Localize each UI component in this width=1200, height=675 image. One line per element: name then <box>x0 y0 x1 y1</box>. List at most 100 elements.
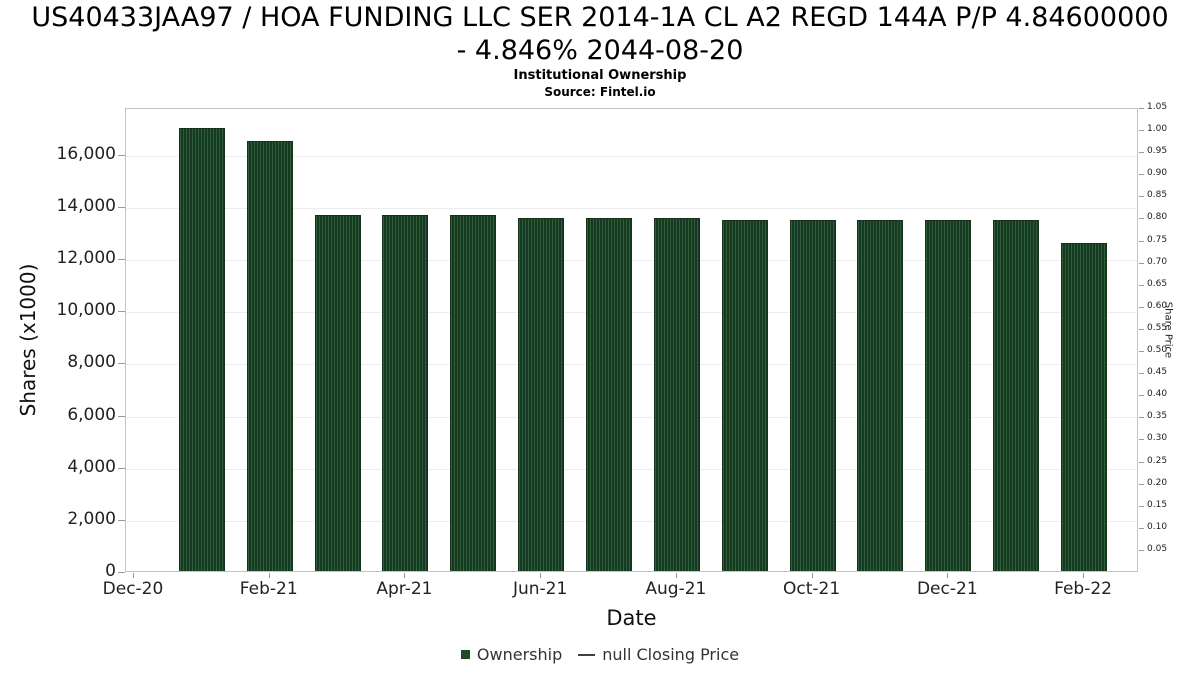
secondary-y-axis-tick-label: 0.15 <box>1147 499 1168 510</box>
secondary-y-axis-tick-mark <box>1139 328 1144 330</box>
x-axis-tick-label: Apr-21 <box>376 579 433 599</box>
ownership-bar <box>586 217 633 571</box>
secondary-y-axis-tick-label: 0.45 <box>1147 367 1168 378</box>
secondary-y-axis-tick-label: 0.80 <box>1147 212 1168 223</box>
secondary-y-axis-tick-mark <box>1139 174 1144 176</box>
y-axis-tick-label: 2,000 <box>67 508 116 529</box>
y-axis-tick-mark <box>118 154 125 156</box>
x-axis-title: Date <box>606 606 657 630</box>
x-axis-tick-mark <box>1083 573 1085 578</box>
y-axis-tick-mark <box>118 311 125 313</box>
secondary-y-axis-tick-mark <box>1139 284 1144 286</box>
secondary-y-axis-tick-label: 0.30 <box>1147 433 1168 444</box>
y-axis-tick-label: 14,000 <box>56 196 116 217</box>
secondary-y-axis-tick-label: 0.25 <box>1147 455 1168 466</box>
ownership-bar <box>1061 242 1108 571</box>
x-axis-tick-mark <box>133 573 134 578</box>
secondary-y-axis-tick-label: 1.05 <box>1147 102 1168 112</box>
secondary-y-axis-tick-mark <box>1139 461 1144 463</box>
y-axis-tick-mark <box>118 363 125 365</box>
ownership-swatch-icon <box>460 650 470 659</box>
secondary-y-axis-tick-label: 0.40 <box>1147 389 1168 400</box>
secondary-y-axis-tick-label: 0.70 <box>1147 256 1168 267</box>
x-axis-tick-label: Feb-21 <box>239 579 298 599</box>
secondary-y-axis-tick-label: 0.90 <box>1147 168 1168 179</box>
legend-item-ownership[interactable]: Ownership <box>460 645 563 664</box>
y-axis-tick-mark <box>118 207 125 209</box>
secondary-y-axis-tick-mark <box>1139 395 1144 397</box>
ownership-bar <box>993 219 1040 571</box>
secondary-y-axis-tick-mark <box>1139 262 1144 264</box>
gridline <box>126 208 1137 210</box>
secondary-y-axis-tick-mark <box>1139 373 1144 375</box>
x-axis-tick-label: Jun-21 <box>512 579 568 599</box>
x-axis-tick-mark <box>268 573 270 578</box>
ownership-bar <box>178 127 225 571</box>
legend-label-ownership: Ownership <box>476 645 563 664</box>
y-axis-tick-label: 10,000 <box>56 300 116 321</box>
secondary-y-axis-tick-label: 0.60 <box>1147 300 1168 311</box>
legend: Ownership null Closing Price <box>0 645 1200 664</box>
y-axis-tick-mark <box>118 259 125 261</box>
secondary-y-axis-tick-mark <box>1139 483 1144 485</box>
secondary-y-axis-tick-label: 0.75 <box>1147 234 1168 245</box>
secondary-y-axis-tick-mark <box>1139 351 1144 353</box>
y-axis-tick-label: 6,000 <box>67 404 116 425</box>
chart-subtitle: Institutional Ownership <box>513 68 687 83</box>
ownership-bar <box>857 219 904 571</box>
secondary-y-axis-tick-mark <box>1139 108 1144 109</box>
secondary-y-axis-tick-mark <box>1139 527 1144 529</box>
y-axis-tick-label: 16,000 <box>56 143 116 164</box>
x-axis-tick-mark <box>675 573 677 578</box>
y-axis-tick-mark <box>118 572 125 573</box>
secondary-y-axis-tick-label: 0.95 <box>1147 146 1168 157</box>
y-axis-tick-mark <box>118 519 125 521</box>
secondary-y-axis-tick-mark <box>1139 306 1144 308</box>
x-axis-tick-mark <box>947 573 949 578</box>
ownership-bar <box>789 219 836 571</box>
secondary-y-axis-tick-mark <box>1139 439 1144 441</box>
y-axis-tick-label: 0 <box>105 561 116 581</box>
x-axis-tick-mark <box>811 573 813 578</box>
y-axis-tick-label: 4,000 <box>67 456 116 477</box>
y-axis-tick-mark <box>118 467 125 469</box>
x-axis-tick-label: Aug-21 <box>645 579 707 599</box>
ownership-bar <box>450 215 497 571</box>
ownership-bar <box>246 140 293 571</box>
secondary-y-axis-tick-mark <box>1139 505 1144 507</box>
secondary-y-axis-tick-mark <box>1139 152 1144 154</box>
x-axis-tick-label: Feb-22 <box>1054 579 1112 599</box>
secondary-y-axis-tick-label: 0.50 <box>1147 345 1168 356</box>
x-axis-tick-mark <box>404 573 406 578</box>
ownership-bar <box>518 217 565 571</box>
chart-title-line1: US40433JAA97 / HOA FUNDING LLC SER 2014-… <box>31 2 1169 33</box>
x-axis-tick-mark <box>540 573 542 578</box>
secondary-y-axis-tick-label: 0.85 <box>1147 190 1168 201</box>
y-axis-title: Shares (x1000) <box>16 263 40 417</box>
secondary-y-axis-tick-label: 0.05 <box>1147 543 1168 554</box>
secondary-y-axis-tick-label: 0.55 <box>1147 322 1168 333</box>
x-axis-tick-label: Dec-21 <box>916 579 978 599</box>
ownership-bar <box>314 215 361 571</box>
secondary-y-axis-tick-label: 0.65 <box>1147 278 1168 289</box>
ownership-bar <box>382 215 429 571</box>
x-axis-tick-label: Oct-21 <box>783 579 841 599</box>
secondary-y-axis-tick-label: 0.10 <box>1147 521 1168 532</box>
legend-item-closing-price[interactable]: null Closing Price <box>578 645 739 664</box>
x-axis-tick-label: Dec-20 <box>102 579 164 599</box>
y-axis-tick-label: 12,000 <box>56 248 116 269</box>
secondary-y-axis-tick-mark <box>1139 549 1144 551</box>
y-axis-tick-label: 8,000 <box>67 352 116 373</box>
chart-source: Source: Fintel.io <box>544 85 656 99</box>
secondary-y-axis-tick-label: 1.00 <box>1147 124 1168 135</box>
y-axis-tick-mark <box>118 415 125 417</box>
closing-price-line-icon <box>578 653 596 656</box>
secondary-y-axis-tick-mark <box>1139 196 1144 198</box>
secondary-y-axis-tick-mark <box>1139 240 1144 242</box>
ownership-bar <box>721 219 768 571</box>
plot-area <box>125 108 1138 572</box>
secondary-y-axis-tick-mark <box>1139 218 1144 220</box>
chart-title: US40433JAA97 / HOA FUNDING LLC SER 2014-… <box>0 1 1200 67</box>
secondary-y-axis-tick-label: 0.20 <box>1147 477 1168 488</box>
chart-title-line2: - 4.846% 2044-08-20 <box>456 35 744 66</box>
